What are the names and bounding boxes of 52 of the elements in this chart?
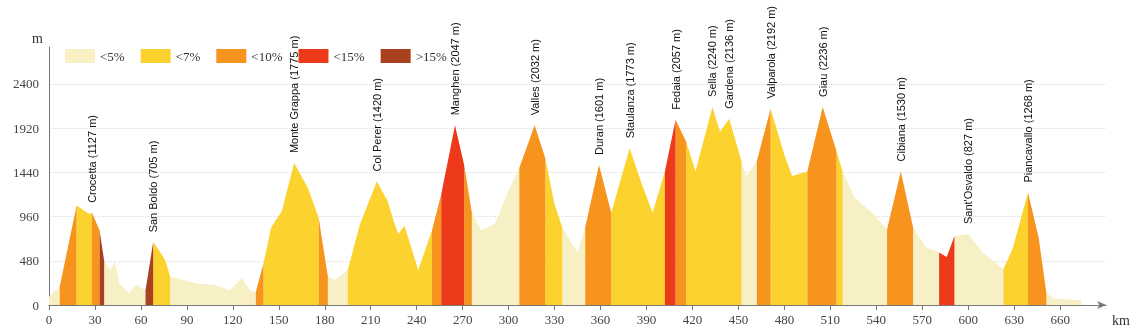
y-tick-label: 1920 — [13, 120, 39, 136]
x-tick-label: 510 — [820, 312, 841, 327]
x-tick-label: 360 — [590, 312, 611, 327]
annotation: Giau (2236 m) — [816, 26, 829, 97]
x-tick-label: 150 — [269, 312, 289, 327]
annotation: Piancavallo (1268 m) — [1021, 79, 1034, 183]
y-tick-label: 0 — [32, 297, 39, 313]
x-tick-label: 330 — [544, 312, 565, 327]
x-tick-label: 420 — [682, 312, 703, 327]
y-tick-label: 960 — [19, 209, 39, 225]
annotation: Manghen (2047 m) — [448, 22, 461, 116]
annotation: Gardena (2136 m) — [723, 18, 736, 109]
x-tick-label: 600 — [958, 312, 978, 327]
annotation: Cibiana (1530 m) — [894, 77, 907, 162]
legend-label: <7% — [175, 48, 201, 64]
x-tick-label: 300 — [498, 312, 519, 327]
annotation: Valparola (2192 m) — [764, 6, 777, 99]
annotation: Crocetta (1127 m) — [85, 115, 98, 203]
x-tick-label: 540 — [866, 312, 887, 327]
legend-label: <10% — [251, 48, 283, 64]
x-tick-label: 630 — [1004, 312, 1024, 327]
annotation: Sella (2240 m) — [706, 25, 719, 97]
legend-label: >15% — [415, 48, 447, 64]
annotation: Monte Grappa (1775 m) — [288, 35, 301, 154]
annotation: Col Perer (1420 m) — [370, 77, 383, 172]
x-tick-label: 660 — [1050, 312, 1070, 327]
y-tick-label: 1440 — [13, 164, 39, 180]
x-tick-label: 120 — [223, 312, 243, 327]
x-tick-label: 30 — [88, 312, 102, 327]
x-tick-label: 210 — [360, 312, 381, 327]
y-tick-label: 2400 — [13, 76, 39, 92]
x-tick-label: 90 — [180, 312, 194, 327]
annotation: Valles (2032 m) — [528, 39, 541, 116]
legend-label: <15% — [333, 48, 365, 64]
annotation: Duran (1601 m) — [593, 77, 605, 155]
x-tick-label: 570 — [912, 312, 933, 327]
x-axis-title: km — [1112, 312, 1131, 328]
annotation: San Boldo (705 m) — [147, 140, 160, 233]
annotation: Sant'Osvaldo (827 m) — [962, 118, 975, 225]
x-tick-label: 60 — [134, 312, 148, 327]
annotation: Fedaia (2057 m) — [669, 29, 682, 110]
y-axis-title: m — [32, 30, 44, 46]
y-tick-label: 480 — [19, 253, 39, 269]
legend-label: <5% — [100, 48, 125, 64]
x-tick-label: 270 — [452, 312, 473, 327]
x-tick-label: 180 — [315, 312, 335, 327]
x-tick-label: 390 — [636, 312, 657, 327]
x-tick-label: 240 — [406, 312, 427, 327]
x-tick-label: 0 — [45, 312, 53, 327]
annotation: Staulanza (1773 m) — [623, 42, 636, 139]
x-tick-label: 450 — [728, 312, 749, 327]
x-tick-label: 480 — [774, 312, 795, 327]
